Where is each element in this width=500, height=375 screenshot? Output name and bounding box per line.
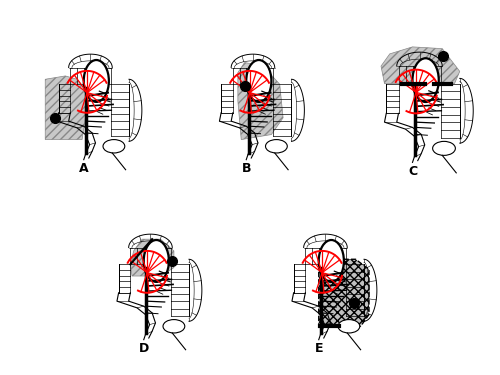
Text: E: E — [314, 342, 323, 355]
Polygon shape — [45, 76, 86, 140]
Ellipse shape — [246, 60, 272, 102]
Text: D: D — [138, 342, 149, 355]
Polygon shape — [130, 239, 174, 276]
Ellipse shape — [103, 140, 125, 153]
Ellipse shape — [432, 141, 456, 155]
Polygon shape — [238, 63, 283, 140]
Text: A: A — [79, 162, 88, 175]
Ellipse shape — [84, 60, 109, 102]
Ellipse shape — [338, 320, 360, 333]
Ellipse shape — [144, 240, 169, 282]
Polygon shape — [381, 47, 460, 84]
Ellipse shape — [319, 240, 344, 282]
Text: C: C — [408, 165, 417, 178]
Polygon shape — [319, 259, 369, 326]
Ellipse shape — [412, 58, 439, 102]
Text: B: B — [242, 162, 251, 175]
Ellipse shape — [266, 140, 287, 153]
Ellipse shape — [163, 320, 185, 333]
